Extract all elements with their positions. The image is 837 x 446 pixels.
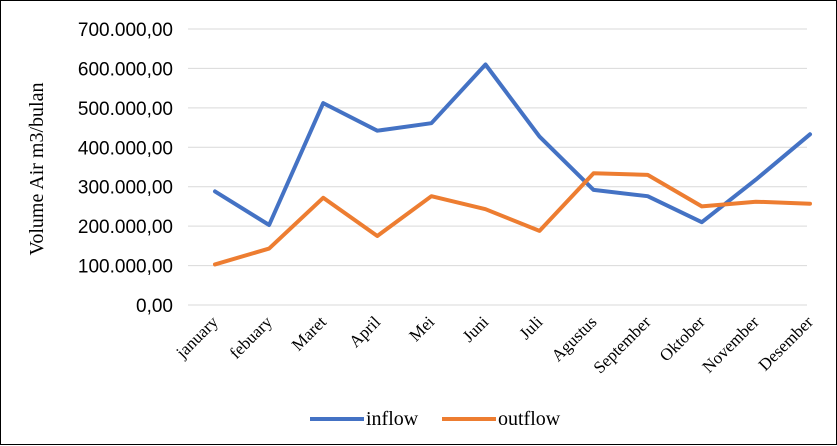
x-tick-label: April	[345, 312, 384, 351]
y-tick-label: 400.000,00	[78, 138, 173, 159]
x-tick-label: Maret	[288, 312, 330, 354]
y-axis-label: Volume Air m3/bulan	[26, 83, 48, 256]
y-tick-label: 600.000,00	[78, 59, 173, 80]
x-tick-label: febuary	[226, 312, 276, 362]
x-tick-labels: january febuary Maret April Mei Juni Juli Agust…	[172, 312, 817, 377]
legend: inflow outflow	[310, 408, 561, 430]
y-tick-label: 300.000,00	[78, 178, 173, 199]
series-lines	[213, 62, 812, 267]
y-tick-label: 500.000,00	[78, 99, 173, 120]
y-tick-label: 0,00	[136, 296, 173, 317]
x-tick-label: Oktober	[656, 312, 709, 365]
x-tick-label: january	[172, 312, 223, 363]
x-tick-label: November	[699, 312, 763, 376]
x-tick-label: Desember	[755, 312, 817, 374]
series-line-outflow	[213, 171, 812, 267]
y-tick-labels: 0,00 100.000,00 200.000,00 300.000,00 400.00…	[78, 20, 173, 317]
legend-label-inflow: inflow	[366, 408, 419, 430]
series-line-inflow	[213, 62, 812, 227]
x-tick-label: Juli	[516, 312, 547, 343]
y-tick-label: 700.000,00	[78, 20, 173, 41]
x-tick-label: Juni	[459, 312, 493, 346]
y-tick-label: 100.000,00	[78, 257, 173, 278]
gridlines	[188, 28, 807, 306]
x-tick-label: Mei	[405, 312, 438, 345]
x-tick-label: Agustus	[548, 312, 601, 365]
x-tick-label: September	[590, 312, 655, 377]
legend-label-outflow: outflow	[498, 408, 561, 430]
y-tick-label: 200.000,00	[78, 217, 173, 238]
